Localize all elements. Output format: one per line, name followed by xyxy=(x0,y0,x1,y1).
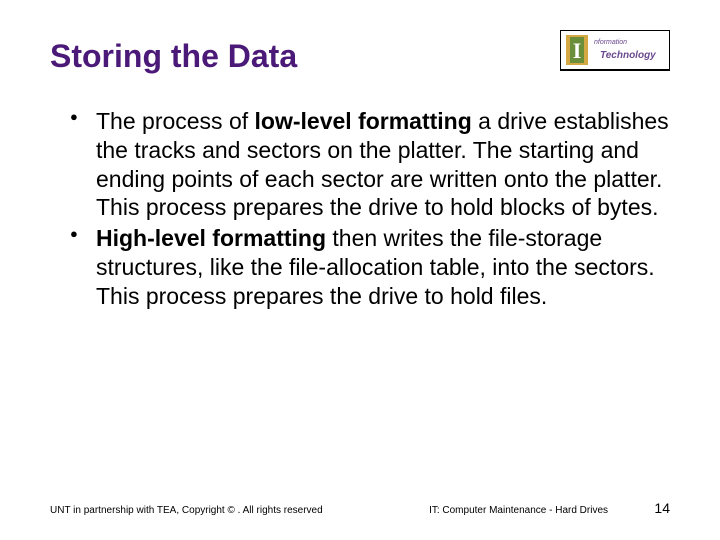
bullet-pre: The process of xyxy=(96,108,255,134)
list-item: The process of low-level formatting a dr… xyxy=(74,107,670,222)
bullet-bold: High-level formatting xyxy=(96,225,326,251)
svg-text:I: I xyxy=(573,38,582,63)
bullet-bold: low-level formatting xyxy=(255,108,472,134)
list-item: High-level formatting then writes the fi… xyxy=(74,224,670,310)
footer-center: IT: Computer Maintenance - Hard Drives xyxy=(429,505,608,516)
svg-text:Technology: Technology xyxy=(600,50,656,61)
slide: Storing the Data I nformation Technology… xyxy=(0,0,720,540)
footer: UNT in partnership with TEA, Copyright ©… xyxy=(50,500,670,516)
bullet-list: The process of low-level formatting a dr… xyxy=(50,107,670,310)
it-logo: I nformation Technology xyxy=(560,30,670,85)
footer-left: UNT in partnership with TEA, Copyright ©… xyxy=(50,505,323,516)
svg-text:nformation: nformation xyxy=(594,39,627,46)
page-number: 14 xyxy=(654,500,670,516)
